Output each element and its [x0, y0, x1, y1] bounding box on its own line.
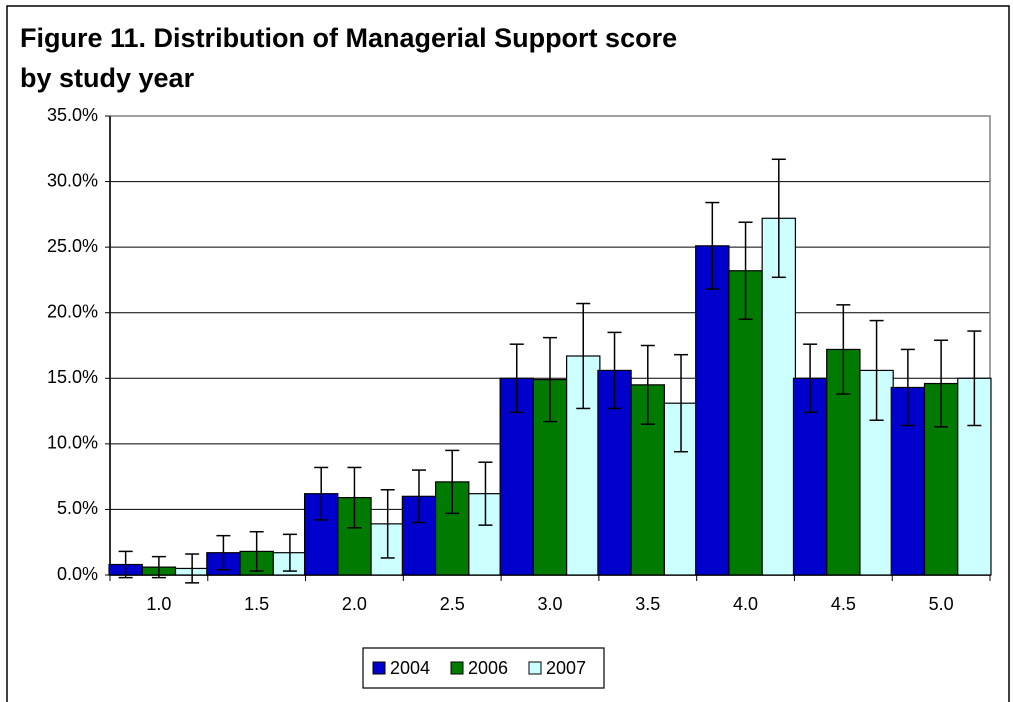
- error-bar: [543, 336, 557, 423]
- error-bar: [869, 319, 884, 422]
- x-tick-label: 2.0: [342, 594, 367, 614]
- error-bar: [151, 555, 166, 579]
- x-tick-label: 5.0: [929, 594, 954, 614]
- y-tick-label: 5.0%: [57, 498, 98, 518]
- error-bar: [118, 550, 133, 579]
- y-tick-label: 30.0%: [47, 170, 98, 190]
- error-bar: [380, 489, 395, 559]
- error-bar: [445, 449, 460, 515]
- error-bar: [836, 304, 851, 395]
- error-bar: [249, 530, 264, 572]
- error-bar: [640, 344, 655, 425]
- bar: [695, 245, 730, 576]
- error-bar: [771, 158, 786, 279]
- x-tick-label: 4.5: [831, 594, 856, 614]
- error-bar: [967, 330, 982, 427]
- error-bar: [934, 339, 949, 428]
- y-tick-label: 0.0%: [57, 564, 98, 584]
- legend-swatch: [450, 661, 464, 675]
- legend-swatch: [372, 661, 386, 675]
- legend-label: 2007: [546, 658, 586, 678]
- error-bar: [803, 343, 818, 414]
- x-tick-label: 2.5: [440, 594, 465, 614]
- chart-title: Figure 11. Distribution of Managerial Su…: [20, 23, 678, 93]
- y-tick-label: 35.0%: [47, 105, 98, 125]
- y-tick-label: 20.0%: [47, 301, 98, 321]
- error-bar: [347, 466, 362, 529]
- error-bar: [411, 469, 426, 524]
- error-bar: [314, 466, 329, 521]
- x-tick-label: 3.0: [537, 594, 562, 614]
- legend-label: 2006: [468, 658, 508, 678]
- error-bar: [705, 201, 720, 290]
- legend-box: [362, 647, 605, 689]
- x-tick-label: 1.0: [146, 594, 171, 614]
- error-bar: [185, 553, 200, 584]
- x-tick-label: 3.5: [635, 594, 660, 614]
- chart-frame: [6, 5, 1010, 702]
- bar: [728, 270, 763, 576]
- legend-label: 2004: [390, 658, 430, 678]
- error-bar: [900, 348, 915, 427]
- error-bar: [478, 461, 493, 526]
- error-bar: [607, 331, 622, 410]
- error-bar: [738, 221, 753, 321]
- y-tick-label: 15.0%: [47, 367, 98, 387]
- error-bar: [282, 533, 297, 572]
- x-tick-label: 4.0: [733, 594, 758, 614]
- x-tick-label: 1.5: [244, 594, 269, 614]
- y-tick-label: 25.0%: [47, 236, 98, 256]
- error-bar: [509, 343, 524, 414]
- error-bar: [674, 353, 689, 453]
- bar: [401, 495, 437, 576]
- y-tick-label: 10.0%: [47, 433, 98, 453]
- error-bar: [576, 302, 591, 410]
- error-bar: [216, 534, 231, 571]
- legend-swatch: [528, 661, 542, 675]
